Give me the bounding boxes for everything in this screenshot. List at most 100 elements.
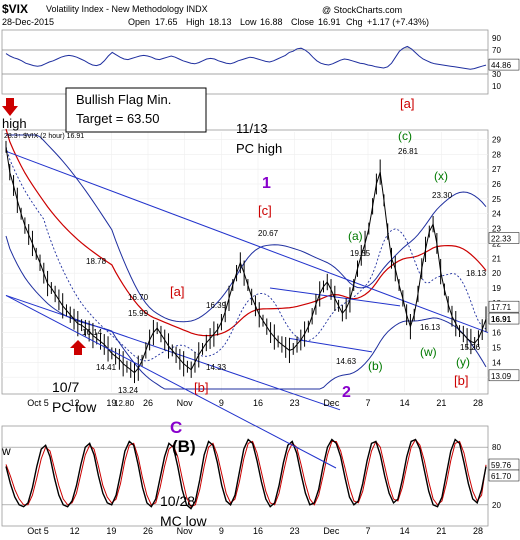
annotation-pc-low: PC low bbox=[52, 399, 97, 415]
x-axis-label-bottom: 9 bbox=[219, 526, 224, 536]
stoch-last-value: 61.70 bbox=[491, 472, 512, 481]
price-tick-label: 21 bbox=[492, 254, 501, 263]
change-value: +1.17 (+7.43%) bbox=[367, 17, 429, 27]
stoch-last-box bbox=[488, 469, 520, 482]
x-axis-label: Oct 5 bbox=[27, 398, 49, 408]
price-tick-label: 15 bbox=[492, 343, 501, 352]
index-name: Volatility Index - New Methodology INDX bbox=[46, 4, 208, 14]
price-point-label: 12.80 bbox=[114, 399, 135, 408]
x-axis-label-bottom: 23 bbox=[290, 526, 300, 536]
price-tick-label: 27 bbox=[492, 165, 501, 174]
price-right-box bbox=[488, 300, 520, 313]
up-arrow-icon bbox=[70, 340, 86, 355]
price-tick-label: 24 bbox=[492, 210, 501, 219]
close-value: 16.91 bbox=[318, 17, 341, 27]
price-point-label: 13.24 bbox=[118, 386, 139, 395]
price-point-label: 18.78 bbox=[86, 257, 107, 266]
close-label: Close bbox=[291, 17, 314, 27]
annotation-date-1113: 11/13 bbox=[236, 121, 268, 136]
annotation-high: high bbox=[2, 116, 27, 131]
annotation-mc-low: MC low bbox=[160, 513, 208, 529]
x-axis-label: Nov bbox=[177, 398, 194, 408]
price-tick-label: 26 bbox=[492, 180, 501, 189]
price-point-label: 18.13 bbox=[466, 269, 487, 278]
x-axis-label: 23 bbox=[290, 398, 300, 408]
price-tick-label: 25 bbox=[492, 195, 501, 204]
x-axis-label-bottom: 16 bbox=[253, 526, 263, 536]
annotation-wave-a-green: (a) bbox=[348, 229, 363, 243]
price-right-label: 13.09 bbox=[491, 372, 512, 381]
x-axis-label-bottom: 7 bbox=[365, 526, 370, 536]
target-box-line2: Target = 63.50 bbox=[76, 111, 159, 126]
price-point-label: 16.14 bbox=[82, 328, 103, 337]
rsi-overbought-fill bbox=[295, 46, 414, 50]
price-point-label: 16.70 bbox=[128, 293, 149, 302]
stoch-tick-label: 20 bbox=[492, 501, 501, 510]
low-label: Low bbox=[240, 17, 257, 27]
rsi-tick-label: 10 bbox=[492, 82, 501, 91]
trendline-lower bbox=[5, 294, 341, 411]
change-label: Chg bbox=[346, 17, 363, 27]
low-value: 16.88 bbox=[260, 17, 283, 27]
annotation-wave-x-green: (x) bbox=[434, 169, 448, 183]
price-point-label: 16.39 bbox=[206, 301, 227, 310]
x-axis-label: 19 bbox=[106, 398, 116, 408]
x-axis-label: 21 bbox=[436, 398, 446, 408]
x-axis-label: 26 bbox=[143, 398, 153, 408]
price-point-label: 14.63 bbox=[336, 357, 357, 366]
x-axis-label-bottom: 19 bbox=[106, 526, 116, 536]
annotation-wave-c-red: [c] bbox=[258, 203, 272, 218]
x-axis-label-bottom: 28 bbox=[473, 526, 483, 536]
x-axis-label-bottom: Nov bbox=[177, 526, 194, 536]
price-tick-label: 19 bbox=[492, 284, 501, 293]
price-tick-label: 16 bbox=[492, 329, 501, 338]
open-label: Open bbox=[128, 17, 150, 27]
vix-price-line bbox=[5, 146, 487, 374]
annotation-wave-y-green: (y) bbox=[456, 355, 470, 369]
x-axis-label: 12 bbox=[70, 398, 80, 408]
target-box bbox=[65, 87, 207, 133]
price-legend: 28.3↑ $VIX (2 hour) 16.91 bbox=[4, 133, 84, 140]
rsi-panel: 907050301044.86 bbox=[2, 34, 520, 91]
annotation-wave-b-red: [b] bbox=[194, 380, 208, 395]
stoch-panel: 80 20 59.76 61.70 bbox=[2, 294, 520, 510]
price-point-label: 16.13 bbox=[420, 323, 441, 332]
rsi-tick-label: 70 bbox=[492, 46, 501, 55]
annotation-wave-a-red: [a] bbox=[170, 284, 184, 299]
x-axis-label-bottom: 14 bbox=[400, 526, 410, 536]
price-point-label: 23.30 bbox=[432, 191, 453, 200]
x-axis-label: 14 bbox=[400, 398, 410, 408]
stoch-panel-frame bbox=[1, 425, 489, 527]
trendline-lower-extension bbox=[5, 294, 337, 469]
annotation-wave-w-green: (w) bbox=[420, 345, 437, 359]
price-point-label: 14.41 bbox=[96, 363, 117, 372]
annotation-big-c: C bbox=[170, 418, 182, 437]
annotation-big-b: (B) bbox=[172, 437, 196, 456]
lower-band-line bbox=[5, 235, 487, 390]
price-point-label: 26.81 bbox=[398, 147, 419, 156]
price-point-label: 14.33 bbox=[206, 363, 227, 372]
stoch-last-value: 59.76 bbox=[491, 461, 512, 470]
chart-date: 28-Dec-2015 bbox=[2, 17, 54, 27]
moving-average-line bbox=[5, 128, 487, 337]
price-tick-label: 28 bbox=[492, 150, 501, 159]
price-overlays bbox=[5, 128, 489, 411]
trendline-upper bbox=[5, 150, 489, 334]
price-right-box bbox=[488, 369, 520, 382]
annotation-pc-high: PC high bbox=[236, 141, 282, 156]
price-tick-label: 14 bbox=[492, 358, 501, 367]
price-tick-label: 29 bbox=[492, 135, 501, 144]
rsi-line bbox=[5, 45, 487, 70]
annotation-date-107: 10/7 bbox=[52, 379, 79, 395]
upper-band-line bbox=[6, 134, 487, 323]
annotation-w-label: w bbox=[1, 444, 11, 458]
high-label: High bbox=[186, 17, 205, 27]
x-axis-label: 16 bbox=[253, 398, 263, 408]
annotation-date-1028: 10/28 bbox=[160, 493, 195, 509]
x-axis-label-bottom: 26 bbox=[143, 526, 153, 536]
price-point-label: 19.35 bbox=[350, 249, 371, 258]
x-axis-label-bottom: Oct 5 bbox=[27, 526, 49, 536]
stoch-k-line bbox=[5, 438, 487, 510]
rsi-last-box bbox=[488, 58, 520, 71]
